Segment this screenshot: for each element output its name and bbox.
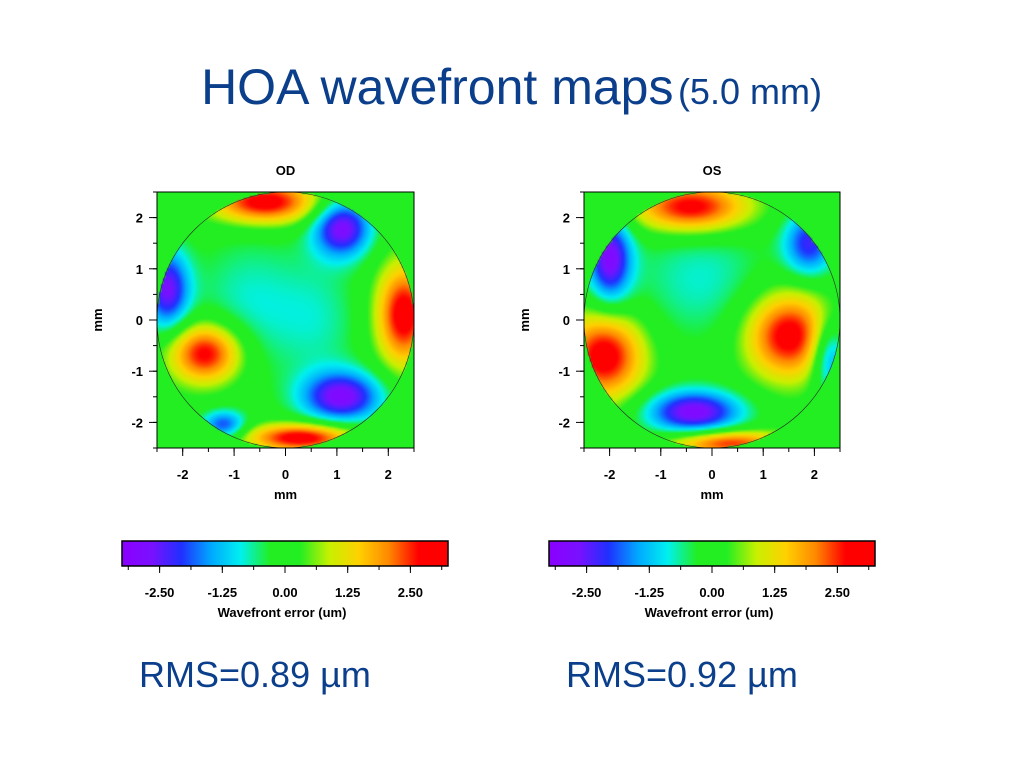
wavefront-heatmap (584, 192, 840, 448)
chart-od: OD -2 -1 0 1 2 2 1 0 -1 -2 mm mm -2.50 -1.25 0.00 1.25 2.… (90, 163, 449, 620)
x-tick-label: 0 (708, 467, 715, 482)
colorbar-label: Wavefront error (um) (218, 605, 347, 620)
x-tick-label: 2 (811, 467, 818, 482)
chart-os: OS -2 -1 0 1 2 2 1 0 -1 -2 mm mm -2.50 -1.25 0.00 1.25 2.… (517, 163, 876, 620)
colorbar-tick-label: -2.50 (145, 585, 175, 600)
y-tick-label: 0 (136, 313, 143, 328)
y-tick-label: -1 (558, 364, 570, 379)
plot-title: OD (276, 163, 296, 178)
y-tick-label: 2 (563, 211, 570, 226)
x-tick-label: 0 (282, 467, 289, 482)
colorbar-tick-label: 1.25 (335, 585, 360, 600)
title-main: HOA wavefront maps (201, 59, 674, 115)
colorbar (548, 540, 876, 567)
y-axis-label: mm (517, 308, 532, 331)
x-tick-label: -1 (228, 467, 240, 482)
colorbar-tick-label: 2.50 (398, 585, 423, 600)
x-tick-label: -1 (655, 467, 667, 482)
y-tick-label: 0 (563, 313, 570, 328)
colorbar (121, 540, 449, 567)
colorbar-tick-label: -2.50 (572, 585, 602, 600)
x-tick-label: 1 (760, 467, 767, 482)
y-tick-label: -1 (131, 364, 143, 379)
colorbar-tick-label: -1.25 (207, 585, 237, 600)
plot-title: OS (703, 163, 722, 178)
slide-title: HOA wavefront maps (5.0 mm) (0, 58, 1023, 116)
colorbar-tick-label: 0.00 (699, 585, 724, 600)
colorbar-tick-label: 1.25 (762, 585, 787, 600)
x-tick-label: 2 (385, 467, 392, 482)
x-tick-label: -2 (604, 467, 616, 482)
title-sub: (5.0 mm) (677, 71, 822, 112)
y-tick-label: -2 (558, 415, 570, 430)
x-tick-label: -2 (177, 467, 189, 482)
x-axis-label: mm (274, 487, 297, 502)
colorbar-tick-label: 0.00 (272, 585, 297, 600)
y-tick-label: 1 (136, 262, 143, 277)
x-axis-label: mm (700, 487, 723, 502)
colorbar-tick-label: 2.50 (825, 585, 850, 600)
x-tick-label: 1 (333, 467, 340, 482)
wavefront-heatmap (157, 192, 414, 448)
y-tick-label: 1 (563, 262, 570, 277)
rms-os: RMS=0.92 µm (566, 654, 798, 695)
y-tick-label: 2 (136, 211, 143, 226)
colorbar-label: Wavefront error (um) (645, 605, 774, 620)
rms-od: RMS=0.89 µm (139, 654, 371, 695)
colorbar-tick-label: -1.25 (634, 585, 664, 600)
y-tick-label: -2 (131, 415, 143, 430)
y-axis-label: mm (90, 308, 105, 331)
